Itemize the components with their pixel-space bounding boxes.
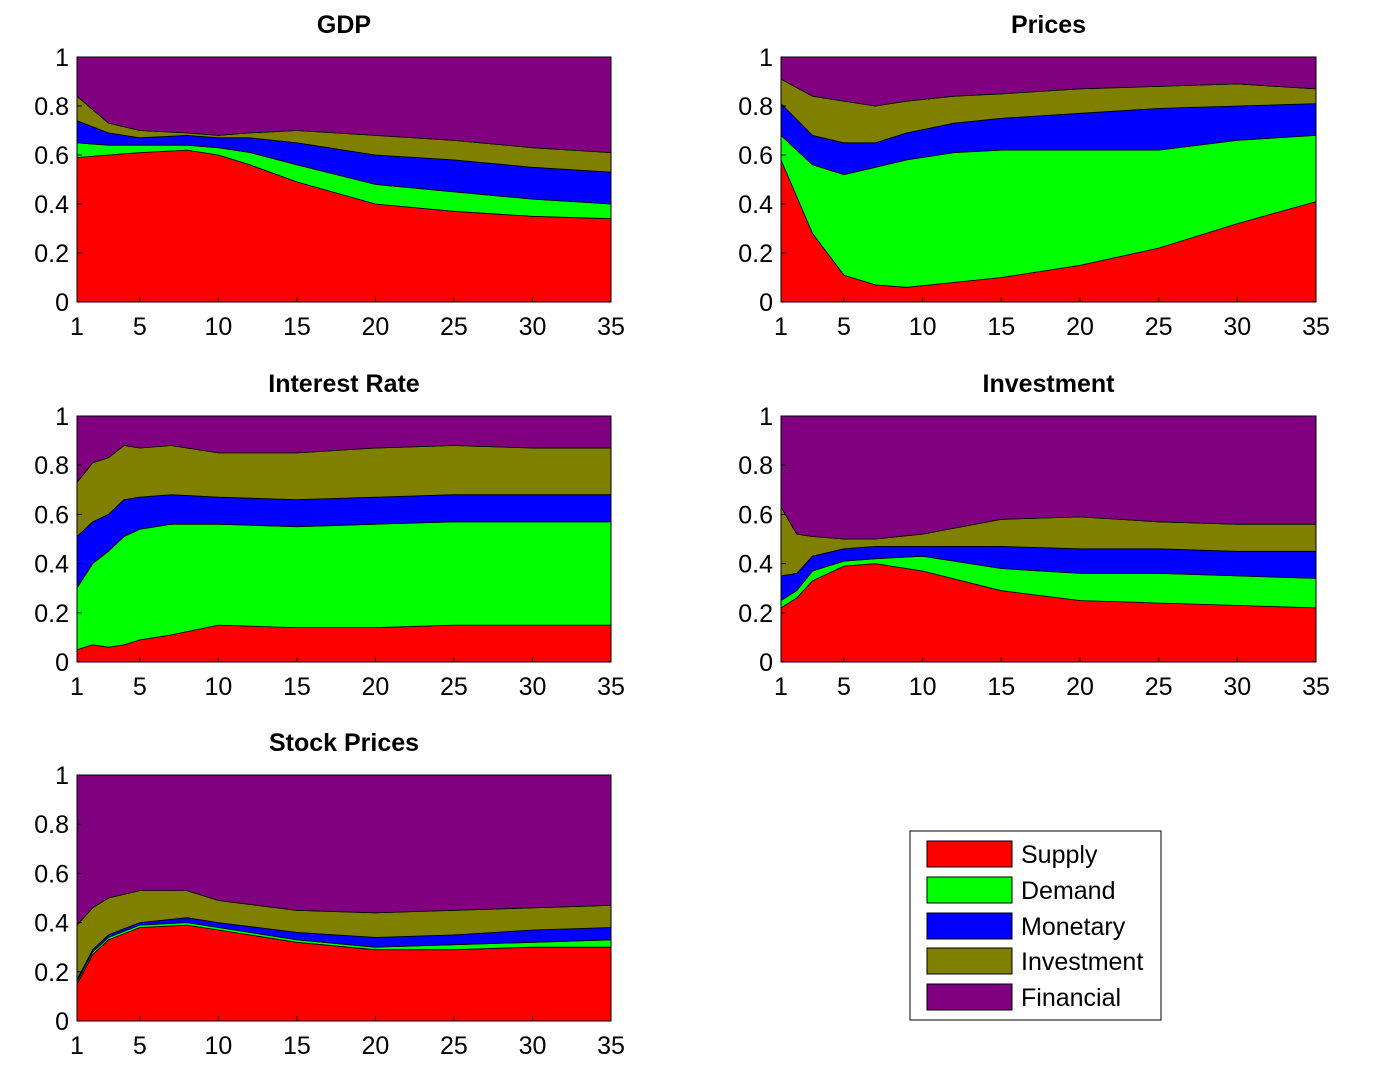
xtick-label-stock-prices-35: 35 (597, 1032, 625, 1060)
ytick-label-investment-1: 1 (759, 403, 773, 431)
axes-frame-stock-prices (76, 774, 612, 1022)
ytick-label-investment-0: 0 (759, 649, 773, 677)
ytick-label-prices-0-2: 0.2 (738, 240, 773, 268)
axes-frame-gdp (76, 56, 612, 303)
xtick-label-gdp-35: 35 (597, 313, 625, 341)
axes-frame-investment (780, 415, 1317, 663)
ytick-label-interest-rate-0-4: 0.4 (34, 551, 69, 579)
xtick-label-stock-prices-25: 25 (440, 1032, 468, 1060)
chart-title-gdp: GDP (317, 11, 371, 39)
xtick-label-stock-prices-30: 30 (519, 1032, 547, 1060)
xtick-label-stock-prices-1: 1 (70, 1032, 84, 1060)
xtick-label-gdp-30: 30 (519, 313, 547, 341)
legend-label-supply: Supply (1021, 841, 1098, 869)
ytick-label-prices-0-6: 0.6 (738, 142, 773, 170)
ytick-label-gdp-0: 0 (55, 289, 69, 317)
xtick-label-investment-10: 10 (909, 673, 937, 701)
xtick-label-gdp-1: 1 (70, 313, 84, 341)
ytick-label-interest-rate-0-6: 0.6 (34, 501, 69, 529)
chart-title-prices: Prices (1011, 11, 1086, 39)
xtick-label-prices-20: 20 (1066, 313, 1094, 341)
ytick-label-gdp-1: 1 (55, 44, 69, 72)
legend-label-investment: Investment (1021, 948, 1143, 976)
ytick-label-investment-0-4: 0.4 (738, 551, 773, 579)
axes-frame-prices (780, 56, 1317, 303)
ytick-label-investment-0-8: 0.8 (738, 452, 773, 480)
chart-title-interest-rate: Interest Rate (268, 370, 420, 398)
legend-swatch-monetary (926, 912, 1013, 940)
legend-swatch-supply (926, 840, 1013, 868)
xtick-label-prices-1: 1 (774, 313, 788, 341)
xtick-label-gdp-10: 10 (204, 313, 232, 341)
ytick-label-prices-0-4: 0.4 (738, 191, 773, 219)
ytick-label-stock-prices-0-6: 0.6 (34, 860, 69, 888)
legend: Supply Demand Monetary Investment Financ… (909, 830, 1162, 1021)
axes-frame-interest-rate (76, 415, 612, 663)
xtick-label-prices-30: 30 (1223, 313, 1251, 341)
xtick-label-prices-5: 5 (837, 313, 851, 341)
xtick-label-interest-rate-1: 1 (70, 673, 84, 701)
xtick-label-investment-20: 20 (1066, 673, 1094, 701)
xtick-label-investment-35: 35 (1302, 673, 1330, 701)
chart-title-stock-prices: Stock Prices (269, 729, 419, 757)
ytick-label-gdp-0-2: 0.2 (34, 240, 69, 268)
xtick-label-interest-rate-30: 30 (519, 673, 547, 701)
xtick-label-interest-rate-5: 5 (133, 673, 147, 701)
ytick-label-investment-0-6: 0.6 (738, 501, 773, 529)
xtick-label-investment-15: 15 (987, 673, 1015, 701)
xtick-label-gdp-25: 25 (440, 313, 468, 341)
xtick-label-interest-rate-35: 35 (597, 673, 625, 701)
xtick-label-interest-rate-25: 25 (440, 673, 468, 701)
xtick-label-gdp-15: 15 (283, 313, 311, 341)
xtick-label-interest-rate-15: 15 (283, 673, 311, 701)
xtick-label-prices-10: 10 (909, 313, 937, 341)
ytick-label-stock-prices-0-8: 0.8 (34, 811, 69, 839)
legend-label-financial: Financial (1021, 984, 1121, 1012)
ytick-label-interest-rate-0: 0 (55, 649, 69, 677)
legend-swatch-demand (926, 876, 1013, 904)
xtick-label-investment-1: 1 (774, 673, 788, 701)
xtick-label-stock-prices-20: 20 (362, 1032, 390, 1060)
xtick-label-gdp-20: 20 (362, 313, 390, 341)
xtick-label-prices-15: 15 (987, 313, 1015, 341)
xtick-label-prices-25: 25 (1145, 313, 1173, 341)
xtick-label-stock-prices-5: 5 (133, 1032, 147, 1060)
ytick-label-stock-prices-1: 1 (55, 762, 69, 790)
legend-swatch-investment (926, 947, 1013, 975)
xtick-label-investment-5: 5 (837, 673, 851, 701)
legend-label-demand: Demand (1021, 877, 1116, 905)
ytick-label-prices-0-8: 0.8 (738, 93, 773, 121)
xtick-label-investment-30: 30 (1223, 673, 1251, 701)
ytick-label-stock-prices-0-2: 0.2 (34, 959, 69, 987)
ytick-label-stock-prices-0: 0 (55, 1008, 69, 1036)
xtick-label-gdp-5: 5 (133, 313, 147, 341)
chart-title-investment: Investment (983, 370, 1116, 398)
xtick-label-interest-rate-10: 10 (204, 673, 232, 701)
ytick-label-interest-rate-0-2: 0.2 (34, 600, 69, 628)
ytick-label-prices-1: 1 (759, 44, 773, 72)
ytick-label-stock-prices-0-4: 0.4 (34, 910, 69, 938)
xtick-label-stock-prices-10: 10 (204, 1032, 232, 1060)
ytick-label-investment-0-2: 0.2 (738, 600, 773, 628)
ytick-label-gdp-0-6: 0.6 (34, 142, 69, 170)
legend-label-monetary: Monetary (1021, 913, 1126, 941)
ytick-label-gdp-0-8: 0.8 (34, 93, 69, 121)
ytick-label-interest-rate-0-8: 0.8 (34, 452, 69, 480)
xtick-label-prices-35: 35 (1302, 313, 1330, 341)
xtick-label-interest-rate-20: 20 (362, 673, 390, 701)
ytick-label-interest-rate-1: 1 (55, 403, 69, 431)
ytick-label-gdp-0-4: 0.4 (34, 191, 69, 219)
xtick-label-stock-prices-15: 15 (283, 1032, 311, 1060)
ytick-label-prices-0: 0 (759, 289, 773, 317)
legend-swatch-financial (926, 983, 1013, 1011)
xtick-label-investment-25: 25 (1145, 673, 1173, 701)
